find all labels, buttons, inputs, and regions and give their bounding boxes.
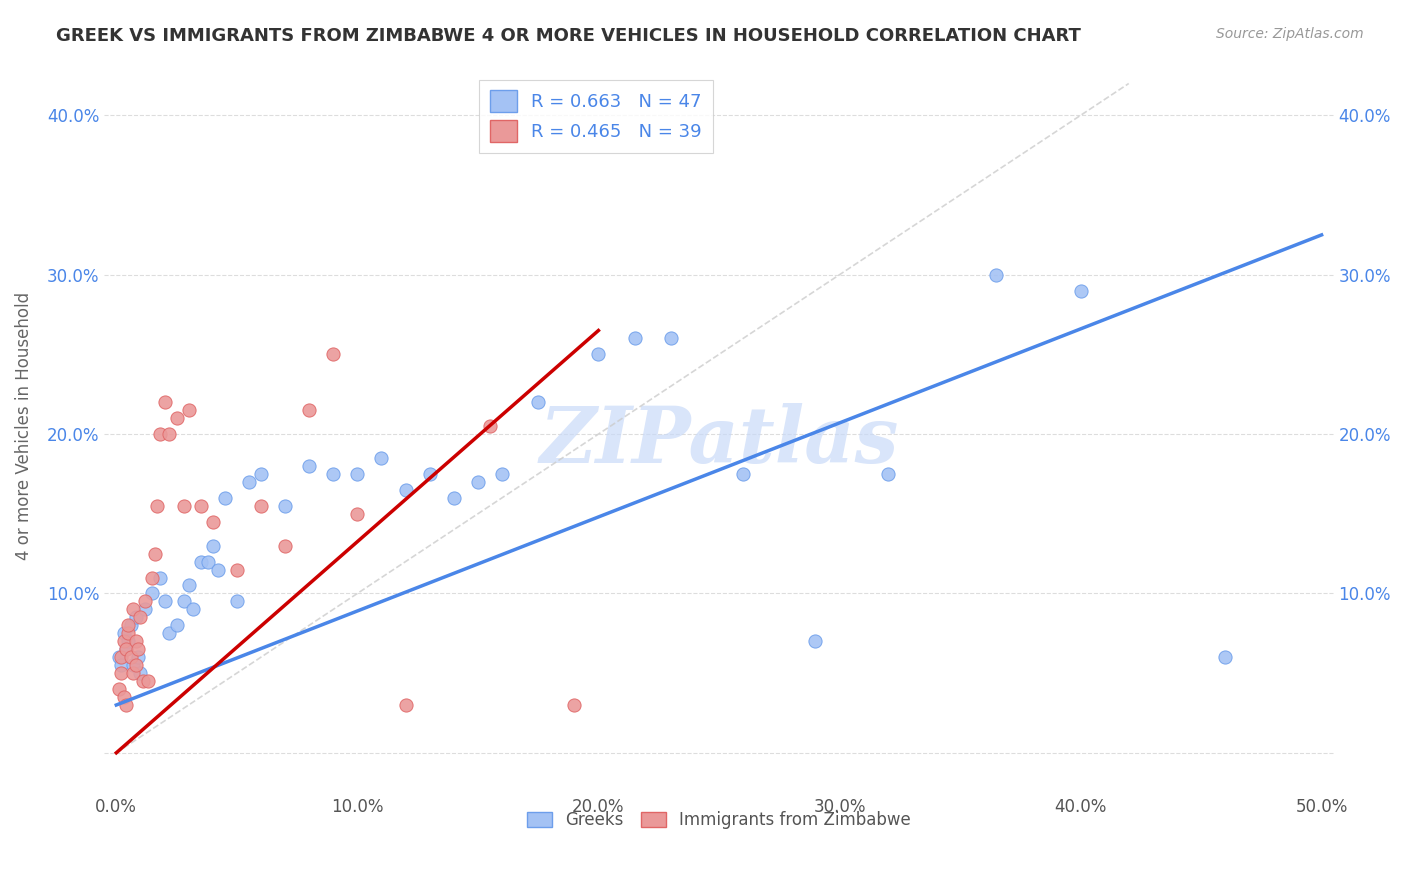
Point [141, 586, 163, 600]
Legend: Greeks, Immigrants from Zimbabwe: Greeks, Immigrants from Zimbabwe [520, 805, 917, 836]
Point [134, 602, 156, 616]
Point [177, 578, 200, 592]
Point [129, 666, 152, 681]
Point [143, 547, 166, 561]
Point [346, 507, 368, 521]
Point [157, 427, 180, 442]
Point [146, 499, 169, 513]
Point [274, 499, 297, 513]
Point [225, 594, 247, 608]
Point [124, 658, 146, 673]
Point [201, 515, 224, 529]
Point [149, 427, 172, 442]
Point [1070, 284, 1092, 298]
Point [190, 499, 212, 513]
Point [166, 411, 188, 425]
Point [214, 491, 236, 505]
Point [107, 682, 129, 697]
Point [986, 268, 1008, 282]
Point [173, 594, 195, 608]
Point [120, 618, 142, 632]
Point [588, 347, 610, 361]
Point [115, 642, 138, 657]
Point [491, 467, 513, 481]
Point [274, 539, 297, 553]
Point [157, 626, 180, 640]
Point [134, 594, 156, 608]
Point [731, 467, 754, 481]
Point [129, 610, 152, 624]
Point [149, 570, 172, 584]
Point [322, 347, 344, 361]
Point [250, 499, 273, 513]
Y-axis label: 4 or more Vehicles in Household: 4 or more Vehicles in Household [15, 292, 32, 560]
Point [177, 403, 200, 417]
Point [190, 555, 212, 569]
Point [370, 450, 392, 465]
Point [132, 674, 155, 689]
Point [298, 403, 321, 417]
Point [166, 618, 188, 632]
Point [467, 475, 489, 489]
Point [110, 650, 132, 665]
Point [141, 570, 163, 584]
Point [623, 331, 645, 345]
Point [876, 467, 898, 481]
Point [225, 563, 247, 577]
Point [207, 563, 229, 577]
Point [117, 618, 139, 632]
Point [443, 491, 465, 505]
Point [112, 634, 135, 648]
Point [527, 395, 550, 409]
Point [120, 650, 142, 665]
Point [117, 626, 139, 640]
Point [1213, 650, 1236, 665]
Point [115, 698, 138, 712]
Point [115, 642, 138, 657]
Point [322, 467, 344, 481]
Point [197, 555, 219, 569]
Point [117, 634, 139, 648]
Point [394, 483, 416, 497]
Point [183, 602, 205, 616]
Point [201, 539, 224, 553]
Point [804, 634, 827, 648]
Point [112, 626, 135, 640]
Point [112, 690, 135, 704]
Point [250, 467, 273, 481]
Point [153, 594, 176, 608]
Point [238, 475, 260, 489]
Text: GREEK VS IMMIGRANTS FROM ZIMBABWE 4 OR MORE VEHICLES IN HOUSEHOLD CORRELATION CH: GREEK VS IMMIGRANTS FROM ZIMBABWE 4 OR M… [56, 27, 1081, 45]
Text: ZIPatlas: ZIPatlas [540, 402, 898, 479]
Point [173, 499, 195, 513]
Point [124, 610, 146, 624]
Text: Source: ZipAtlas.com: Source: ZipAtlas.com [1216, 27, 1364, 41]
Point [122, 602, 145, 616]
Point [127, 650, 149, 665]
Point [562, 698, 585, 712]
Point [346, 467, 368, 481]
Point [122, 666, 145, 681]
Point [419, 467, 441, 481]
Point [298, 458, 321, 473]
Point [127, 642, 149, 657]
Point [124, 634, 146, 648]
Point [153, 395, 176, 409]
Point [110, 666, 132, 681]
Point [659, 331, 682, 345]
Point [394, 698, 416, 712]
Point [136, 674, 159, 689]
Point [110, 658, 132, 673]
Point [107, 650, 129, 665]
Point [478, 419, 501, 434]
Point [122, 658, 145, 673]
